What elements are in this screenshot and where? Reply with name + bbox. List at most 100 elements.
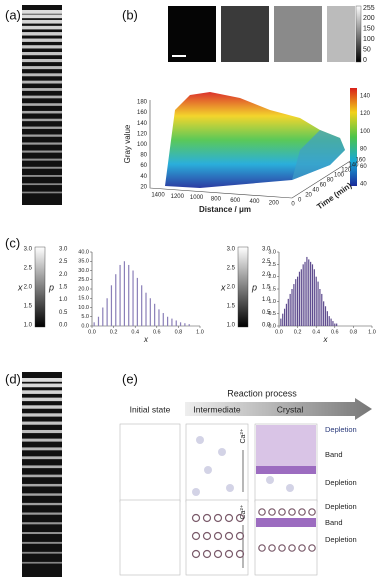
stripe [22, 19, 62, 24]
stripe [22, 25, 62, 30]
y-tick-label: 1.0 [268, 299, 276, 305]
cluster [235, 513, 245, 523]
tick-label: 3.0 [24, 247, 33, 253]
tick-label: 200 [363, 15, 375, 22]
tick-label: 3.0 [59, 247, 68, 253]
bar [145, 292, 147, 326]
bar [319, 289, 321, 326]
y-tick-label: 1.5 [268, 286, 276, 292]
cluster [258, 544, 266, 552]
cluster [235, 549, 245, 559]
stripe [22, 166, 62, 169]
tick-label: 150 [363, 26, 375, 33]
stripe [22, 134, 62, 137]
image [168, 6, 216, 62]
tick-label: 1.0 [24, 323, 33, 329]
tick-label: 60 [360, 164, 367, 170]
image [327, 6, 355, 62]
cluster [268, 544, 276, 552]
stripe [22, 429, 62, 434]
stripe [22, 522, 62, 525]
bar [119, 264, 121, 326]
axis-label: p [251, 282, 257, 292]
tick-label: 2.5 [24, 266, 33, 272]
stripe [22, 456, 62, 460]
tick-label: 20 [140, 184, 147, 190]
x-tick-label: 1.0 [368, 329, 376, 335]
stripe [22, 191, 62, 194]
bar [132, 270, 134, 326]
tick-label: 0.5 [262, 310, 271, 316]
y-tick-label: 40.0 [78, 249, 89, 255]
bar [283, 308, 286, 326]
tick-label: 1.5 [262, 285, 271, 291]
bar [293, 284, 295, 326]
stripe [22, 52, 62, 56]
particle [192, 488, 200, 496]
particle [204, 466, 212, 474]
strip-d [22, 372, 62, 577]
cluster [278, 544, 286, 552]
stripe [22, 532, 62, 535]
panel-label: (c) [5, 235, 20, 250]
bar [97, 316, 100, 326]
axis-label: x [220, 282, 226, 292]
tick-label: 1.0 [227, 323, 236, 329]
bar [302, 264, 304, 326]
tick-label: 0 [291, 202, 295, 208]
y-tick-label: 0.0 [268, 323, 276, 329]
grayscale-strip [237, 246, 249, 328]
bar [123, 261, 125, 326]
cluster [224, 531, 234, 541]
stripe [22, 10, 62, 14]
cluster [278, 508, 286, 516]
stripe [22, 512, 62, 515]
bar [115, 274, 117, 326]
bar [289, 293, 291, 326]
band-region [256, 425, 316, 467]
tick-label: 1200 [171, 194, 185, 200]
stripe [22, 73, 62, 77]
stripe [22, 103, 62, 106]
bar [308, 259, 310, 326]
particle [226, 484, 234, 492]
bar [110, 285, 113, 326]
bar [128, 264, 130, 326]
y-tick-label: 35.0 [78, 259, 89, 265]
stripe [22, 378, 62, 382]
bar [332, 321, 334, 326]
tick-label: 3.0 [227, 247, 236, 253]
bar [280, 318, 282, 326]
stripe [22, 175, 62, 177]
y-tick-label: 10.0 [78, 305, 89, 311]
particle [196, 436, 204, 444]
tick-label: 2.0 [262, 272, 271, 278]
bar [188, 324, 190, 326]
cluster [213, 513, 223, 523]
bar [162, 313, 164, 326]
tick-label: 100 [137, 142, 148, 148]
y-tick-label: 25.0 [78, 277, 89, 283]
bar [315, 276, 317, 326]
panel-label: (a) [5, 7, 21, 22]
tick-label: 60 [140, 163, 147, 169]
tick-label: 2.0 [59, 272, 68, 278]
x-tick-label: 0.2 [110, 329, 118, 335]
tick-label: 40 [312, 188, 319, 194]
bar [321, 293, 323, 326]
stripe [22, 397, 62, 402]
ion-label: Ca²⁺ [240, 428, 247, 443]
stage-label: Initial state [130, 404, 171, 414]
stripe [22, 390, 62, 394]
x-tick-label: 0.4 [312, 329, 320, 335]
bar [306, 256, 308, 326]
tick-label: 120 [360, 111, 371, 117]
stripe [22, 38, 62, 42]
bar [323, 301, 325, 326]
y-tick-label: 30.0 [78, 268, 89, 274]
image [274, 6, 322, 62]
bar [330, 318, 332, 326]
bar [324, 306, 327, 326]
axis-label: Distance / μm [199, 205, 251, 214]
